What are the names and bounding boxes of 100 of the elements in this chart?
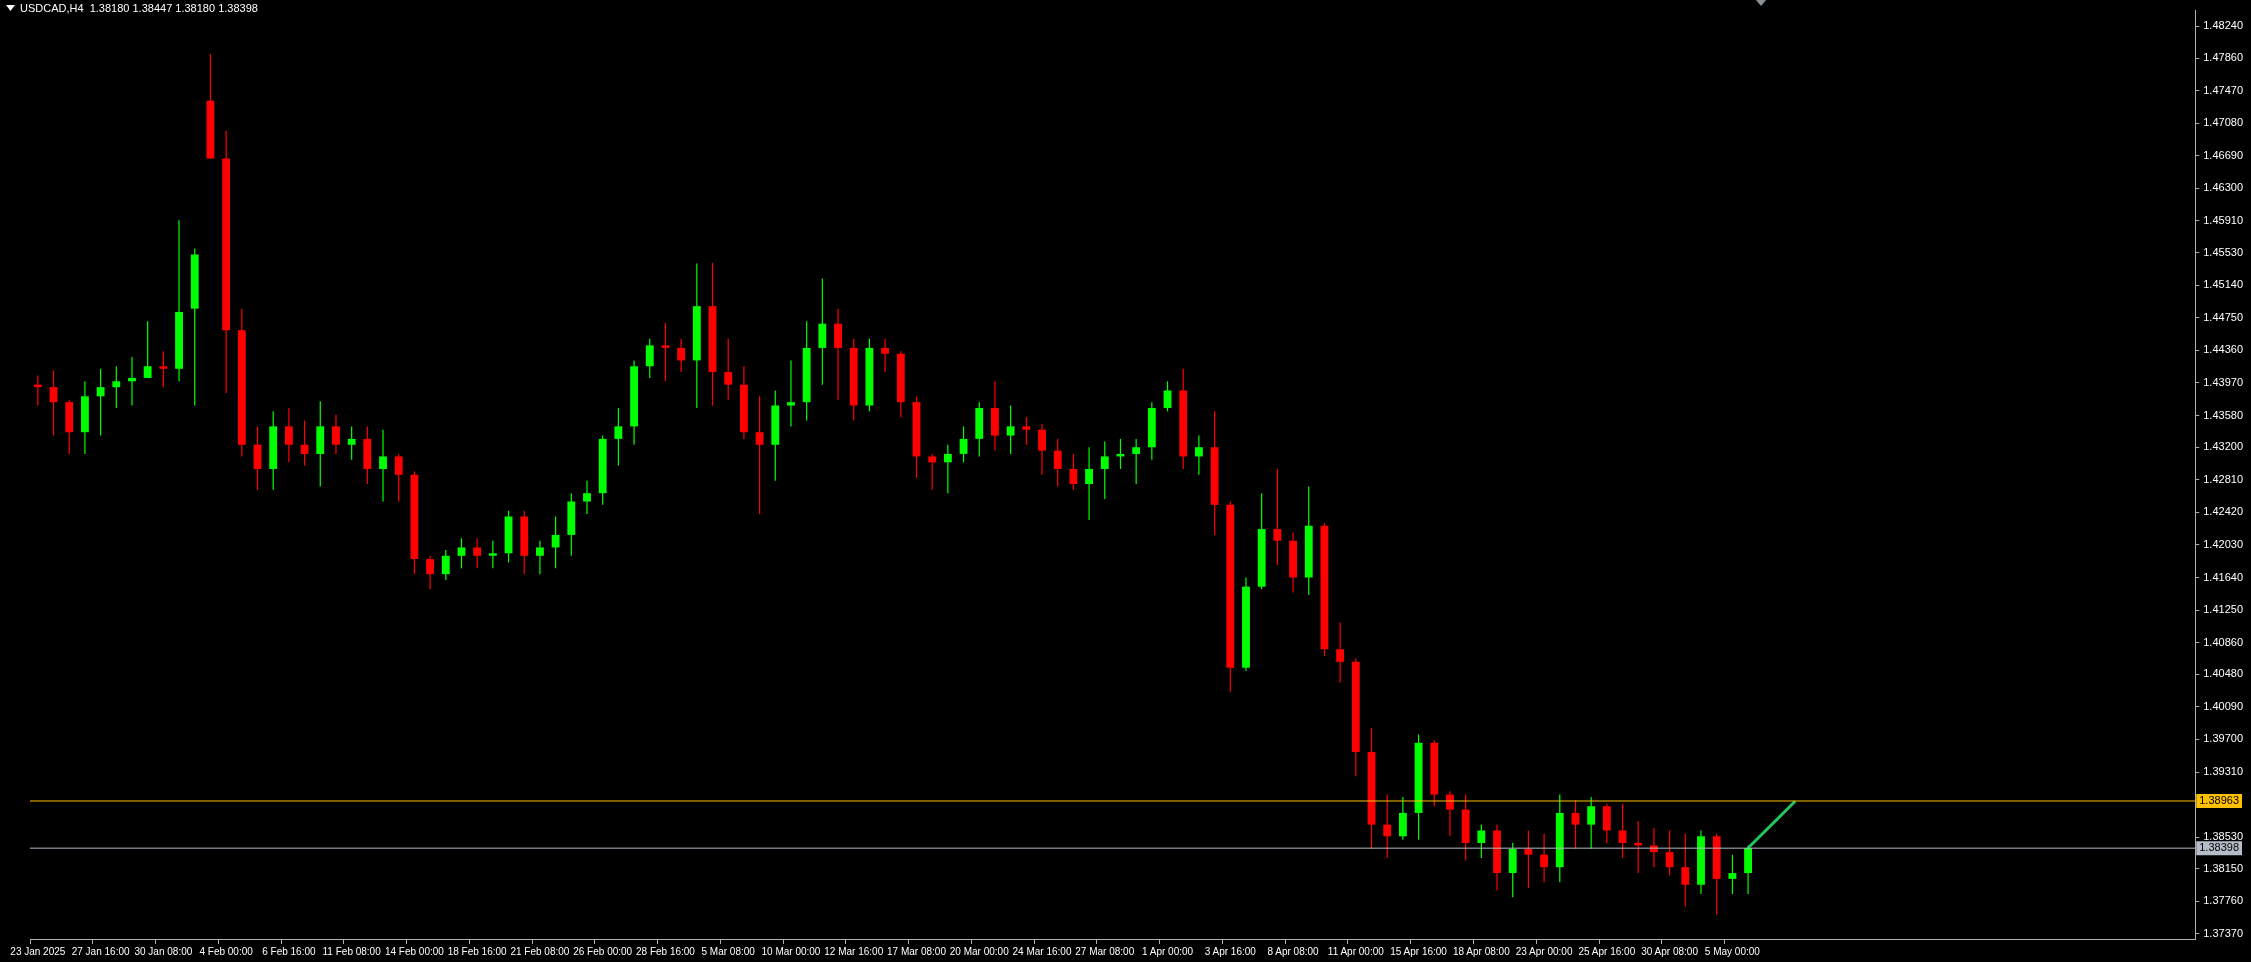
candlestick: [1587, 796, 1596, 850]
candlestick: [143, 320, 152, 379]
y-tick-label: 1.40860: [2203, 635, 2243, 648]
x-tick-label: 23 Jan 2025: [10, 945, 66, 957]
y-tick-label: 1.39700: [2203, 732, 2243, 745]
x-tick-label: 8 Apr 08:00: [1267, 945, 1320, 957]
x-tick-label: 15 Apr 16:00: [1390, 945, 1448, 957]
candlestick: [1053, 438, 1062, 488]
candlestick: [677, 338, 686, 373]
candlestick: [300, 419, 309, 467]
x-tick-label: 27 Mar 08:00: [1075, 945, 1135, 957]
candlestick: [1006, 404, 1015, 455]
y-tick-label: 1.43200: [2203, 440, 2243, 453]
candlestick: [379, 429, 387, 503]
x-tick-label: 12 Mar 16:00: [824, 945, 884, 957]
candlestick: [536, 540, 544, 575]
chart-title: USDCAD,H4 1.38180 1.38447 1.38180 1.38398: [20, 2, 258, 14]
candlestick: [332, 414, 340, 455]
y-tick-label: 1.38150: [2203, 861, 2243, 874]
candlestick: [473, 537, 482, 569]
candlestick: [1022, 416, 1031, 446]
x-tick-label: 5 Mar 08:00: [701, 945, 756, 957]
candlestick: [128, 356, 136, 407]
candlestick: [1069, 453, 1078, 491]
candlestick: [1336, 621, 1345, 684]
candlestick: [1728, 854, 1737, 895]
ref-line-label: 1.38398: [2199, 841, 2239, 854]
candlestick: [159, 350, 168, 388]
x-tick-label: 18 Apr 08:00: [1452, 945, 1511, 957]
x-tick-label: 11 Apr 00:00: [1327, 945, 1385, 957]
candlestick: [488, 540, 497, 569]
y-tick-label: 1.45140: [2203, 278, 2243, 291]
y-tick-label: 1.41250: [2203, 603, 2243, 616]
candlestick: [1398, 796, 1407, 841]
x-tick-label: 30 Apr 08:00: [1641, 945, 1699, 957]
y-tick-label: 1.43970: [2203, 375, 2243, 388]
candlestick: [441, 549, 450, 581]
x-tick-label: 10 Mar 00:00: [761, 945, 821, 957]
candlestick: [347, 425, 356, 461]
candlestick: [1571, 799, 1580, 850]
candlestick: [1085, 446, 1094, 521]
y-tick-label: 1.40090: [2203, 699, 2243, 712]
candlestick: [457, 537, 466, 569]
y-tick-label: 1.45910: [2203, 214, 2243, 227]
candlestick: [1540, 833, 1549, 883]
candlestick: [645, 338, 654, 379]
x-tick-label: 3 Apr 16:00: [1204, 945, 1257, 957]
y-tick-label: 1.40480: [2203, 667, 2243, 680]
x-tick-label: 24 Mar 16:00: [1012, 945, 1072, 957]
x-tick-label: 26 Feb 00:00: [573, 945, 633, 957]
candlestick: [881, 338, 890, 373]
y-tick-label: 1.47080: [2203, 116, 2243, 129]
candlestick: [394, 453, 403, 503]
candlestick: [112, 365, 121, 409]
candlestick: [1038, 423, 1046, 476]
candlestick: [787, 359, 795, 427]
y-tick-label: 1.46690: [2203, 148, 2243, 161]
x-tick-label: 6 Feb 16:00: [262, 945, 317, 957]
candlestick: [583, 480, 591, 515]
y-tick-label: 1.37370: [2203, 927, 2243, 940]
y-tick-label: 1.43580: [2203, 408, 2243, 421]
candlestick: [1650, 827, 1658, 868]
x-tick-label: 18 Feb 16:00: [447, 945, 508, 957]
y-tick-label: 1.41640: [2203, 570, 2243, 583]
candlestick: [96, 368, 105, 437]
y-tick-label: 1.42420: [2203, 505, 2243, 518]
candlestick: [1681, 833, 1690, 908]
y-tick-label: 1.38530: [2203, 830, 2243, 843]
candlestick: [928, 453, 937, 491]
candlestick: [1132, 438, 1141, 485]
x-tick-label: 5 May 00:00: [1704, 945, 1761, 957]
candlestick: [943, 444, 952, 494]
y-tick-label: 1.42810: [2203, 472, 2243, 485]
candlestick: [724, 338, 733, 401]
candlestick: [661, 322, 670, 382]
x-tick-label: 21 Feb 08:00: [510, 945, 570, 957]
candlestick: [551, 515, 560, 569]
y-tick-label: 1.44360: [2203, 343, 2243, 356]
y-tick-label: 1.48240: [2203, 19, 2243, 32]
x-tick-label: 28 Feb 16:00: [635, 945, 696, 957]
candlestick: [1524, 829, 1533, 889]
candlestick: [1383, 793, 1392, 859]
ref-line-label: 1.38963: [2199, 794, 2239, 807]
candlestick: [426, 555, 435, 590]
candlestick: [1163, 380, 1172, 412]
x-tick-label: 25 Apr 16:00: [1578, 945, 1636, 957]
y-tick-label: 1.47470: [2203, 83, 2243, 96]
candlestick: [1477, 824, 1486, 859]
x-tick-label: 17 Mar 08:00: [887, 945, 947, 957]
y-tick-label: 1.44750: [2203, 310, 2243, 323]
x-tick-label: 23 Apr 00:00: [1515, 945, 1573, 957]
candlestick: [1194, 434, 1203, 476]
candlestick: [1100, 440, 1109, 500]
y-tick-label: 1.47860: [2203, 51, 2243, 64]
y-tick-label: 1.37760: [2203, 894, 2243, 907]
candlestick: [1618, 803, 1627, 859]
x-tick-label: 30 Jan 08:00: [134, 945, 193, 957]
x-tick-label: 27 Jan 16:00: [71, 945, 130, 957]
x-tick-label: 11 Feb 08:00: [322, 945, 382, 957]
candlestick: [614, 407, 623, 467]
